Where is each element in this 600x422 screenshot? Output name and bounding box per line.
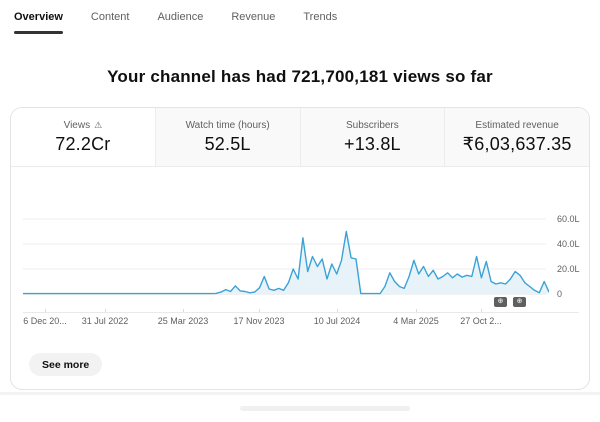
see-more-button[interactable]: See more — [29, 353, 103, 376]
y-axis-tick-label: 60.0L — [557, 214, 580, 224]
metric-card-subscribers[interactable]: Subscribers +13.8L — [299, 108, 445, 166]
metric-label: Views ⚠ — [63, 119, 103, 131]
metric-value: ₹6,03,637.35 — [462, 133, 572, 154]
channel-views-headline: Your channel has had 721,700,181 views s… — [107, 67, 493, 87]
tab-content[interactable]: Content — [90, 11, 130, 23]
y-axis-tick-label: 20.0L — [557, 264, 580, 274]
metric-value: 52.5L — [204, 133, 251, 154]
x-axis-tick-label: 27 Oct 2... — [460, 316, 502, 326]
x-axis-tick — [259, 309, 260, 312]
warning-icon: ⚠ — [94, 119, 103, 130]
y-axis-tick-label: 0 — [557, 289, 563, 299]
analytics-summary-card: Views ⚠ 72.2Cr Watch time (hours) 52.5L … — [10, 107, 590, 390]
video-marker-icon[interactable]: ⊕ — [513, 297, 526, 307]
x-axis-tick — [105, 309, 106, 312]
section-divider — [0, 392, 600, 395]
tab-trends[interactable]: Trends — [303, 11, 338, 23]
tab-revenue[interactable]: Revenue — [231, 11, 276, 23]
analytics-tabbar: Overview Content Audience Revenue Trends — [0, 0, 600, 36]
x-axis-tick-label: 17 Nov 2023 — [233, 316, 285, 326]
x-axis-tick — [183, 309, 184, 312]
metric-tabs-row: Views ⚠ 72.2Cr Watch time (hours) 52.5L … — [11, 108, 589, 167]
x-axis-tick-label: 4 Mar 2025 — [393, 316, 439, 326]
tab-overview[interactable]: Overview — [14, 11, 63, 36]
views-chart — [23, 196, 550, 300]
metric-card-estimated-revenue[interactable]: Estimated revenue ₹6,03,637.35 — [444, 108, 589, 166]
metric-label: Subscribers — [345, 119, 399, 131]
metric-label: Watch time (hours) — [185, 119, 270, 131]
x-axis-tick — [337, 309, 338, 312]
metric-card-views[interactable]: Views ⚠ 72.2Cr — [11, 108, 155, 166]
metric-label: Estimated revenue — [475, 119, 559, 131]
x-axis-tick-label: 10 Jul 2024 — [313, 316, 361, 326]
x-axis-tick-label: 6 Dec 20... — [23, 316, 67, 326]
x-axis-line — [23, 312, 579, 313]
horizontal-scrollbar-thumb[interactable] — [240, 406, 410, 411]
x-axis-tick-label: 25 Mar 2023 — [157, 316, 209, 326]
y-axis-tick-label: 40.0L — [557, 239, 580, 249]
views-chart-plot — [23, 218, 550, 295]
x-axis-tick-label: 31 Jul 2022 — [81, 316, 129, 326]
x-axis-tick — [416, 309, 417, 312]
tab-audience[interactable]: Audience — [157, 11, 204, 23]
metric-value: 72.2Cr — [55, 133, 111, 154]
metric-card-watch-time[interactable]: Watch time (hours) 52.5L — [154, 108, 300, 166]
x-axis-tick — [45, 309, 46, 312]
metric-value: +13.8L — [343, 133, 401, 154]
views-area-fill — [23, 231, 549, 294]
x-axis-tick — [481, 309, 482, 312]
views-line-series — [23, 230, 550, 295]
video-marker-icon[interactable]: ⊕ — [494, 297, 507, 307]
